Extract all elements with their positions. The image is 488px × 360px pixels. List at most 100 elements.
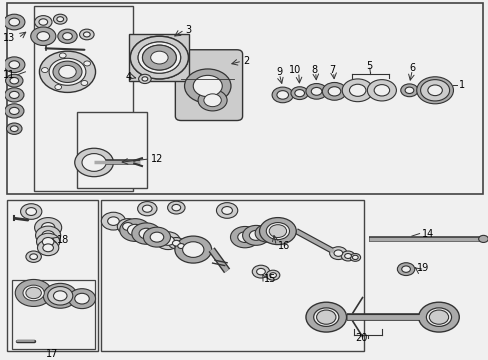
Circle shape	[41, 68, 48, 73]
Circle shape	[143, 227, 170, 247]
Circle shape	[43, 244, 53, 252]
Circle shape	[53, 61, 82, 82]
Circle shape	[75, 148, 113, 177]
Circle shape	[162, 236, 174, 245]
Circle shape	[290, 87, 308, 99]
Circle shape	[138, 42, 180, 73]
Text: 5: 5	[366, 62, 372, 72]
Circle shape	[120, 219, 150, 242]
Circle shape	[478, 235, 488, 243]
Circle shape	[9, 91, 19, 99]
Circle shape	[271, 87, 293, 103]
Circle shape	[4, 88, 24, 102]
Circle shape	[142, 77, 147, 81]
Circle shape	[150, 232, 163, 242]
Circle shape	[341, 251, 354, 261]
Circle shape	[3, 14, 25, 30]
Circle shape	[175, 242, 187, 251]
Circle shape	[342, 79, 372, 102]
Circle shape	[426, 308, 450, 327]
Text: 4: 4	[125, 72, 132, 82]
Circle shape	[256, 269, 265, 275]
Circle shape	[101, 212, 125, 230]
Text: 12: 12	[150, 154, 163, 164]
Circle shape	[305, 84, 326, 99]
Circle shape	[49, 58, 86, 85]
Circle shape	[117, 219, 138, 234]
Circle shape	[30, 254, 38, 260]
Circle shape	[38, 240, 59, 256]
Circle shape	[427, 85, 442, 96]
Circle shape	[142, 205, 152, 212]
Circle shape	[58, 29, 77, 43]
Circle shape	[132, 223, 161, 244]
Circle shape	[150, 51, 168, 64]
Text: 11: 11	[3, 69, 15, 80]
Circle shape	[255, 224, 279, 242]
Circle shape	[122, 222, 133, 230]
Circle shape	[168, 238, 183, 249]
Circle shape	[137, 202, 157, 216]
Circle shape	[57, 17, 63, 22]
Circle shape	[26, 287, 41, 299]
Bar	[77, 112, 147, 188]
Circle shape	[4, 104, 24, 118]
Circle shape	[203, 94, 221, 107]
Circle shape	[40, 51, 95, 93]
Circle shape	[172, 240, 180, 246]
Circle shape	[259, 217, 296, 244]
Circle shape	[230, 226, 259, 248]
Circle shape	[130, 36, 188, 79]
Circle shape	[266, 222, 289, 240]
Circle shape	[23, 285, 44, 301]
Circle shape	[182, 242, 203, 257]
Text: 2: 2	[243, 56, 249, 66]
Circle shape	[222, 207, 232, 215]
Circle shape	[261, 229, 273, 238]
Circle shape	[10, 77, 19, 84]
Circle shape	[9, 107, 19, 114]
Circle shape	[130, 36, 188, 79]
Circle shape	[349, 253, 360, 261]
Circle shape	[39, 19, 47, 25]
Circle shape	[311, 87, 321, 95]
Text: 13: 13	[3, 33, 15, 43]
Circle shape	[35, 217, 61, 238]
Circle shape	[20, 204, 42, 219]
FancyBboxPatch shape	[129, 34, 189, 81]
Circle shape	[59, 66, 76, 78]
Text: 6: 6	[408, 63, 415, 72]
Circle shape	[83, 32, 90, 37]
Circle shape	[26, 208, 37, 215]
Circle shape	[193, 75, 222, 97]
Circle shape	[420, 80, 448, 101]
Circle shape	[178, 243, 184, 248]
Circle shape	[50, 289, 70, 303]
Text: 8: 8	[311, 65, 317, 75]
Text: 9: 9	[276, 67, 282, 77]
Circle shape	[37, 233, 60, 250]
Circle shape	[401, 266, 409, 272]
Bar	[34, 6, 133, 191]
Circle shape	[252, 265, 269, 278]
Text: 10: 10	[288, 65, 300, 75]
Circle shape	[172, 204, 180, 211]
Circle shape	[373, 85, 389, 96]
Bar	[7, 3, 482, 194]
Circle shape	[41, 222, 55, 233]
Circle shape	[82, 154, 106, 171]
Circle shape	[53, 291, 67, 301]
Text: 18: 18	[57, 235, 69, 245]
Circle shape	[416, 77, 452, 104]
Circle shape	[316, 310, 335, 324]
Text: 17: 17	[46, 349, 59, 359]
Circle shape	[428, 310, 447, 324]
Circle shape	[37, 32, 49, 41]
Text: 16: 16	[277, 241, 289, 251]
Circle shape	[397, 263, 414, 275]
Circle shape	[142, 45, 176, 70]
Bar	[7, 200, 98, 351]
Circle shape	[5, 74, 23, 87]
Circle shape	[156, 232, 180, 249]
Circle shape	[83, 61, 90, 66]
